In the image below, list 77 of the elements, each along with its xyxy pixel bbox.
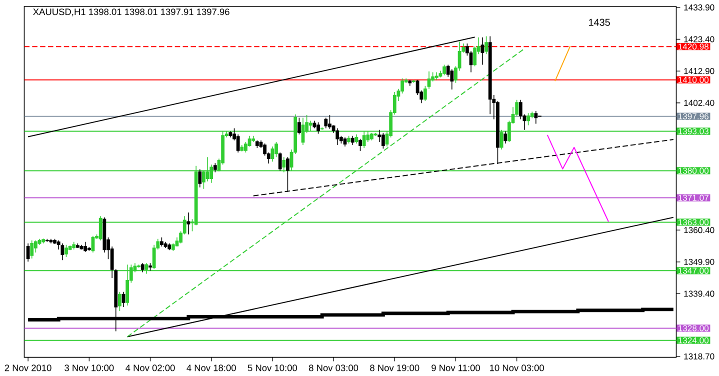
candlestick (72, 242, 76, 250)
candlestick (274, 142, 278, 158)
ref-line-label: 1371.07 (678, 194, 708, 202)
candlestick (186, 212, 190, 235)
candlestick (534, 110, 538, 124)
ref-line-label: 1410.00 (678, 77, 709, 84)
candlestick (80, 244, 84, 250)
candlestick (358, 138, 362, 152)
y-tick-label: 1339.40 (684, 290, 714, 297)
candlestick (278, 152, 282, 172)
ref-line-label: 1393.03 (678, 128, 708, 134)
x-tick-label: 8 Nov 19:00 (370, 364, 420, 372)
candlestick (118, 292, 122, 312)
y-tick-label: 1318.70 (684, 354, 714, 360)
candlestick (526, 112, 530, 126)
candlestick (255, 140, 259, 149)
x-tick-label: 4 Nov 18:00 (186, 364, 236, 372)
candlestick (270, 146, 274, 162)
candlestick (408, 80, 412, 86)
candlestick (381, 132, 385, 150)
candlestick (64, 244, 68, 258)
candlestick (412, 80, 416, 84)
ref-line-label: 1328.00 (678, 325, 709, 332)
y-tick-label: 1412.90 (684, 68, 714, 74)
x-tick-label: 3 Nov 10:00 (64, 364, 114, 372)
candlestick (240, 144, 244, 152)
ref-line-label: 1397.96 (678, 113, 708, 120)
y-tick-label: 1423.40 (684, 36, 714, 42)
ref-line-label: 1363.00 (678, 219, 709, 226)
candlestick (60, 243, 64, 261)
candlestick (168, 243, 172, 251)
annotation: 1435 (589, 19, 610, 26)
candlestick (347, 136, 351, 144)
ref-line-label: 1420.98 (678, 44, 708, 50)
x-tick-label: 8 Nov 03:00 (308, 364, 358, 372)
candlestick (442, 64, 446, 76)
x-tick-label: 2 Nov 2010 (4, 364, 52, 372)
x-tick-label: 9 Nov 11:00 (432, 364, 480, 372)
candlestick (84, 242, 88, 253)
y-tick-label: 1360.40 (684, 227, 714, 234)
candlestick (350, 136, 354, 146)
candlestick (49, 238, 53, 244)
candlestick (480, 37, 484, 66)
candlestick (488, 36, 492, 115)
candlestick (198, 169, 202, 188)
candlestick (336, 128, 340, 146)
candlestick (316, 122, 320, 134)
candlestick (434, 72, 438, 80)
x-tick-label: 5 Nov 10:00 (248, 364, 298, 372)
candlestick (30, 240, 34, 260)
candlestick (228, 131, 232, 138)
candlestick (484, 36, 488, 55)
line-series (546, 134, 609, 222)
candlestick (343, 137, 347, 148)
candlestick (160, 237, 164, 248)
x-tick-label: 4 Nov 02:00 (126, 364, 175, 372)
y-tick-label: 1349.90 (684, 259, 714, 266)
y-tick-label: 1402.40 (684, 100, 714, 106)
candlestick (42, 238, 46, 244)
candlestick (252, 136, 256, 143)
candlestick (122, 292, 126, 308)
candlestick (354, 134, 358, 144)
candlestick (324, 118, 328, 129)
candlestick (76, 243, 80, 249)
y-tick-label: 1433.90 (684, 4, 714, 11)
candlestick (286, 156, 290, 193)
ref-line-label: 1347.00 (678, 268, 709, 274)
candlestick (140, 262, 144, 273)
candlestick (164, 242, 168, 249)
ref-line-label: 1380.00 (678, 168, 709, 174)
candlestick (504, 131, 508, 144)
candlestick (26, 243, 30, 262)
ref-line-label: 1324.00 (678, 338, 709, 344)
candlestick (297, 118, 301, 135)
x-tick-label: 10 Nov 03:00 (490, 364, 544, 372)
candlestick (213, 162, 217, 173)
chart-title: XAUUSD,H1 1398.01 1398.01 1397.91 1397.96 (33, 8, 230, 16)
